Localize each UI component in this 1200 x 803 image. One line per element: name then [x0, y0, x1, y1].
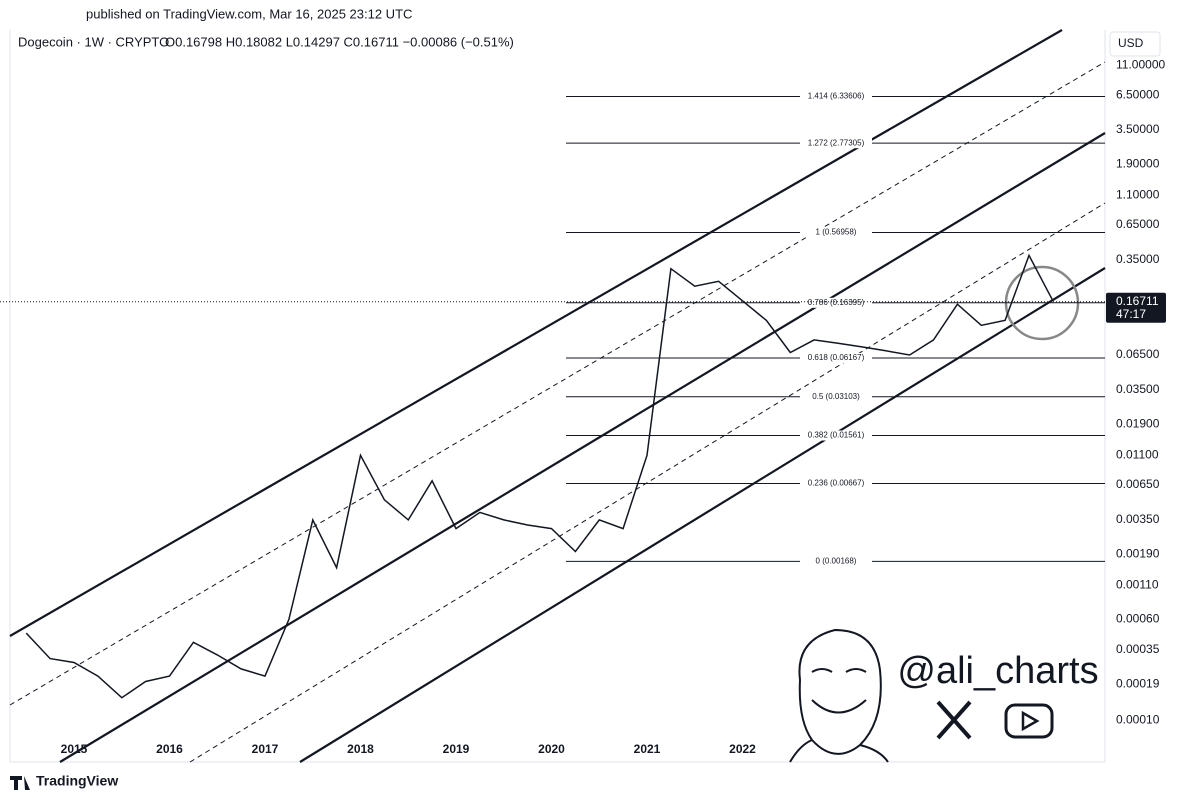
fib-label: 1.272 (2.77305) — [808, 138, 865, 147]
symbol-title: Dogecoin · 1W · CRYPTO — [18, 34, 169, 49]
shoulders — [789, 739, 889, 763]
fib-label-bg — [800, 138, 872, 149]
y-tick-label: 0.06500 — [1116, 347, 1160, 361]
fib-label: 0.786 (0.16395) — [808, 298, 865, 307]
y-tick-label: 6.50000 — [1116, 87, 1160, 101]
fib-label: 1 (0.56958) — [816, 228, 857, 237]
published-note: published on TradingView.com, Mar 16, 20… — [86, 6, 412, 21]
fib-label: 0.5 (0.03103) — [812, 392, 860, 401]
y-tick-label: 11.00000 — [1116, 58, 1165, 72]
channel-dash — [189, 202, 1106, 763]
fib-label-bg — [800, 352, 872, 363]
fib-label-bg — [800, 556, 872, 567]
footer: TradingView — [36, 773, 118, 789]
y-tick-label: 0.01900 — [1116, 417, 1160, 431]
y-tick-label: 0.00650 — [1116, 477, 1160, 491]
channel-bottom — [299, 267, 1106, 763]
price-line — [25, 253, 1054, 699]
currency[interactable]: USD — [1118, 36, 1144, 50]
y-tick-label: 0.65000 — [1116, 217, 1160, 231]
y-tick-label: 0.00350 — [1116, 512, 1160, 526]
x-tick-label: 2018 — [347, 742, 374, 756]
fib-label: 0.382 (0.01561) — [808, 431, 865, 440]
x-tick-label: 2021 — [634, 742, 661, 756]
y-tick-label: 1.90000 — [1116, 157, 1160, 171]
fib-label: 1.414 (6.33606) — [808, 92, 865, 101]
fib-label: 0.236 (0.00667) — [808, 479, 865, 488]
x-tick-label: 2017 — [252, 742, 279, 756]
fib-label-bg — [800, 297, 872, 308]
meme-face — [789, 628, 889, 763]
y-tick-label: 0.35000 — [1116, 252, 1160, 266]
y-tick-label: 0.00110 — [1116, 577, 1159, 591]
fib-label-bg — [800, 227, 872, 238]
fib-label-bg — [800, 391, 872, 402]
x-tick-label: 2022 — [729, 742, 756, 756]
youtube-play — [1021, 710, 1040, 732]
x-logo — [936, 700, 972, 740]
y-tick-label: 0.00019 — [1116, 677, 1160, 691]
grin — [811, 699, 867, 714]
fib-label-bg — [800, 478, 872, 489]
channel-mid — [59, 132, 1106, 763]
fib-label-bg — [800, 91, 872, 102]
x-tick-label: 2020 — [538, 742, 565, 756]
y-tick-label: 0.01100 — [1116, 447, 1159, 461]
channel-top — [9, 29, 1063, 637]
y-tick-label: 0.00190 — [1116, 547, 1160, 561]
y-tick-label: 1.10000 — [1116, 188, 1160, 202]
channel — [9, 29, 1106, 763]
currency-box[interactable] — [1109, 31, 1161, 57]
last-price-box — [1106, 292, 1166, 323]
eyes — [811, 668, 867, 673]
x-tick-label: 2016 — [156, 742, 183, 756]
countdown: 47:17 — [1116, 307, 1146, 321]
watermark: @ali_charts — [897, 650, 1098, 692]
y-tick-label: 0.00060 — [1116, 612, 1160, 626]
fib-label: 0.618 (0.06167) — [808, 353, 865, 362]
youtube-logo — [1004, 703, 1054, 739]
y-tick-label: 0.03500 — [1116, 382, 1160, 396]
y-tick-label: 0.00035 — [1116, 642, 1160, 656]
channel-dash — [9, 61, 1106, 706]
x-tick-label: 2015 — [61, 742, 88, 756]
fib-label-bg — [800, 430, 872, 441]
y-tick-label: 0.00010 — [1116, 713, 1160, 727]
last-price-label: 0.16711 — [1116, 294, 1159, 308]
y-tick-label: 3.50000 — [1116, 122, 1160, 136]
tv-logo — [10, 776, 30, 790]
ohlc: O0.16798 H0.18082 L0.14297 C0.16711 −0.0… — [165, 34, 514, 49]
x-tick-label: 2019 — [443, 742, 470, 756]
fib-label: 0 (0.00168) — [816, 556, 857, 565]
